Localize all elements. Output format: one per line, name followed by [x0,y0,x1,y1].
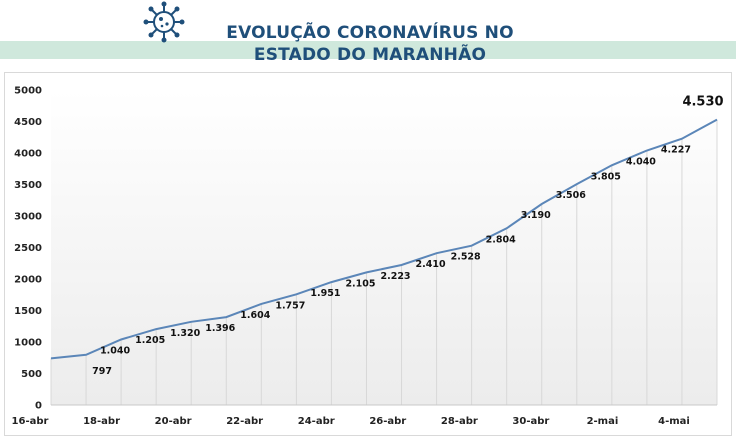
chart-title-line2: ESTADO DO MARANHÃO [253,45,487,65]
data-label: 2.223 [380,271,410,282]
data-label: 797 [92,366,112,377]
y-tick-label: 3500 [14,180,42,191]
series-line [50,118,718,360]
data-label: 2.528 [451,252,481,263]
y-tick-label: 5000 [14,86,42,97]
y-tick-label: 3000 [14,212,42,223]
x-tick-label: 28-abr [441,416,478,427]
data-label: 1.604 [240,310,270,321]
y-tick-label: 2500 [14,243,42,254]
data-label: 3.190 [521,210,551,221]
x-tick-label: 30-abr [512,416,549,427]
header-band [0,41,736,59]
line-chart: 0 500 1000 1500 2000 2500 3000 3500 4000 4500 5000… [12,86,724,428]
chart-header: EVOLUÇÃO CORONAVÍRUS NO ESTADO DO MARANH… [140,0,560,70]
data-label: 3.506 [556,190,586,201]
chart-frame: 0 500 1000 1500 2000 2500 3000 3500 4000 4500 5000… [4,72,732,436]
data-label: 1.757 [275,300,305,311]
data-label: 3.805 [591,171,621,182]
x-tick-label: 22-abr [226,416,263,427]
y-tick-label: 0 [35,401,42,412]
x-tick-label: 20-abr [155,416,192,427]
x-tick-label: 26-abr [369,416,406,427]
x-tick-label: 4-mai [658,416,690,427]
x-tick-label: 24-abr [298,416,335,427]
virus-icon [143,1,185,43]
chart-title-line1: EVOLUÇÃO CORONAVÍRUS NO [226,23,514,43]
data-label: 1.205 [135,335,165,346]
data-label: 2.105 [345,278,375,289]
x-tick-label: 18-abr [83,416,120,427]
y-tick-label: 500 [21,369,42,380]
data-label: 4.227 [661,145,691,156]
data-label: 1.396 [205,323,235,334]
data-label: 2.410 [416,259,446,270]
y-tick-label: 1500 [14,306,42,317]
data-label: 1.951 [310,288,340,299]
y-tick-label: 2000 [14,275,42,286]
y-tick-label: 4000 [14,149,42,160]
chart-title: EVOLUÇÃO CORONAVÍRUS NO ESTADO DO MARANH… [190,22,550,66]
data-label: 4.530 [682,95,723,110]
y-tick-label: 4500 [14,117,42,128]
x-tick-label: 16-abr [12,416,49,427]
y-tick-label: 1000 [14,338,42,349]
data-label: 2.804 [486,234,516,245]
data-label: 4.040 [626,156,656,167]
data-label: 1.040 [100,345,130,356]
x-tick-label: 2-mai [587,416,619,427]
data-label: 1.320 [170,328,200,339]
plot-area [51,90,717,405]
